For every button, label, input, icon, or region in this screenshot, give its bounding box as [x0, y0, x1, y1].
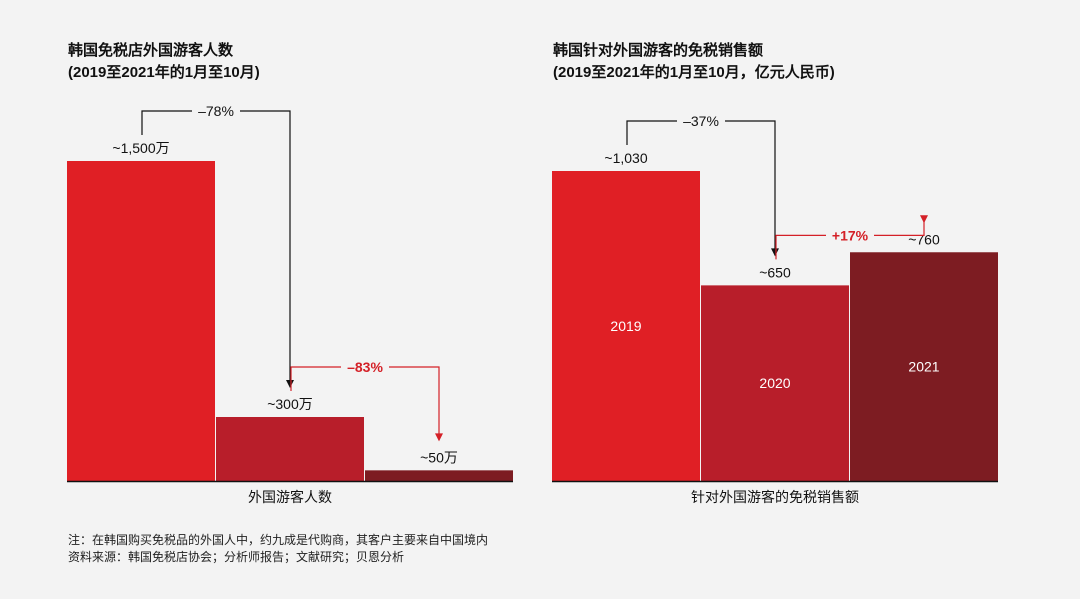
- chart2-bar-2021: [850, 252, 998, 481]
- footnote-source: 资料来源：韩国免税店协会；分析师报告；文献研究；贝恩分析: [68, 550, 405, 564]
- footnote-block: 注：在韩国购买免税品的外国人中，约九成是代购商，其客户主要来自中国境内 资料来源…: [68, 532, 488, 566]
- chart1-change-2-arrowhead: [435, 433, 443, 442]
- chart1-bar-2019: [67, 161, 215, 481]
- chart2-value-label-2019: ~1,030: [604, 150, 647, 166]
- chart1-change-1-bracket-left: [141, 110, 192, 135]
- chart1-change-1-bracket-right: [240, 110, 291, 381]
- chart2-category-label-2020: 2020: [759, 375, 790, 391]
- chart2-value-label-2020: ~650: [759, 264, 791, 280]
- chart1-change-1-arrowhead: [286, 380, 294, 388]
- chart1-subtitle: (2019至2021年的1月至10月): [68, 64, 260, 81]
- chart1-value-label-2019: ~1,500万: [112, 140, 169, 156]
- chart2-bar-2019: [552, 171, 700, 481]
- chart2-change-1-arrowhead: [771, 248, 779, 257]
- chart2-change-1-bracket-right: [725, 120, 776, 250]
- chart1-bar-2020: [216, 417, 364, 481]
- chart2-xlabel: 针对外国游客的免税销售额: [691, 489, 859, 505]
- chart1-title: 韩国免税店外国游客人数: [68, 42, 234, 59]
- chart1-change-2-bracket-right: [389, 366, 440, 435]
- chart2-change-1-bracket-left: [626, 120, 677, 145]
- chart2-category-label-2019: 2019: [610, 318, 641, 334]
- chart1-bar-2021: [365, 470, 513, 481]
- chart1-change-2-bracket-left: [290, 366, 341, 391]
- chart1-change-2-label: –83%: [347, 359, 383, 375]
- chart2-title-block: 韩国针对外国游客的免税销售额 (2019至2021年的1月至10月，亿元人民币): [553, 40, 835, 84]
- chart2-change-2-arrowhead: [920, 215, 928, 224]
- chart1-title-block: 韩国免税店外国游客人数 (2019至2021年的1月至10月): [68, 40, 260, 84]
- chart1-value-label-2021: ~50万: [420, 449, 458, 465]
- chart1-change-1-label: –78%: [198, 103, 234, 119]
- chart2-category-label-2021: 2021: [908, 359, 939, 375]
- chart2-title: 韩国针对外国游客的免税销售额: [553, 42, 764, 59]
- chart2-change-1-label: –37%: [683, 113, 719, 129]
- chart1-xlabel: 外国游客人数: [248, 489, 332, 505]
- chart2-bar-2020: [701, 285, 849, 481]
- chart2-change-2-bracket-left: [775, 234, 826, 260]
- chart2-subtitle: (2019至2021年的1月至10月，亿元人民币): [553, 64, 835, 81]
- footnote-note: 注：在韩国购买免税品的外国人中，约九成是代购商，其客户主要来自中国境内: [68, 533, 489, 547]
- chart1-value-label-2020: ~300万: [267, 396, 313, 412]
- chart2-change-2-label: +17%: [832, 227, 869, 243]
